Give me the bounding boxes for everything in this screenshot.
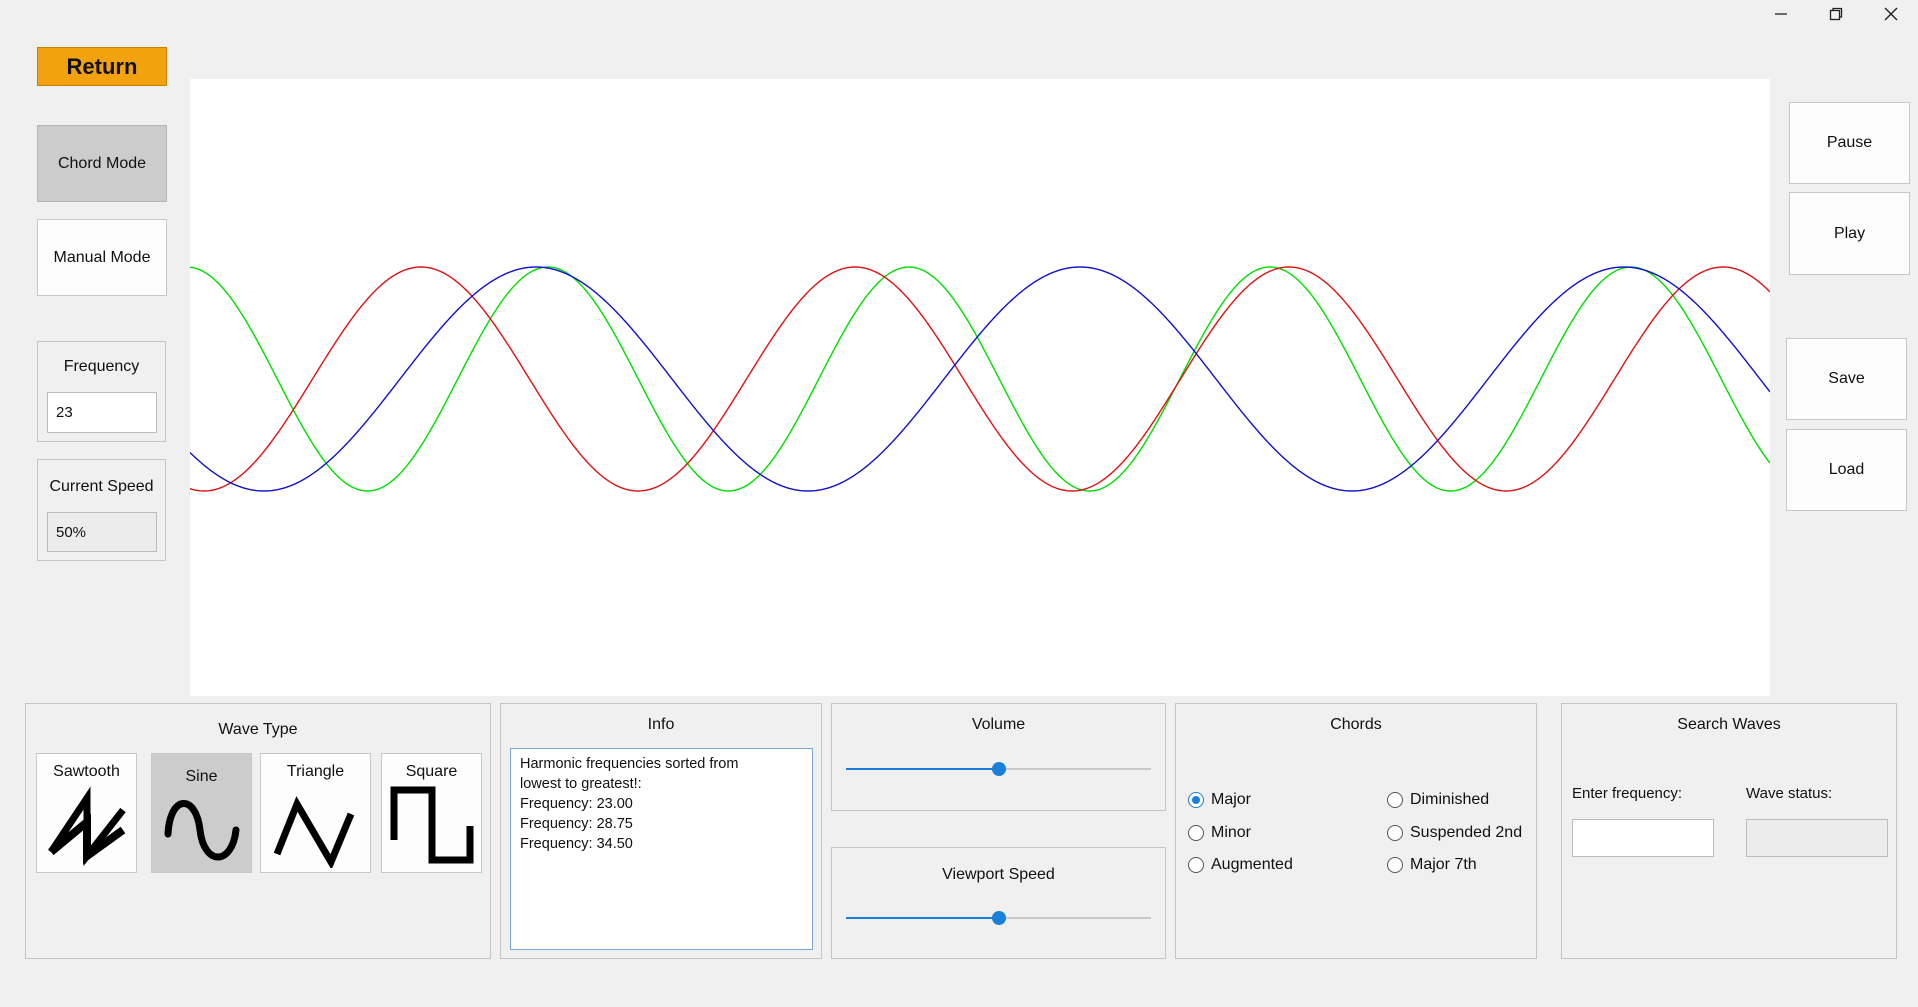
speed-value: 50% (56, 523, 87, 541)
chord-option-label: Augmented (1211, 856, 1293, 873)
info-line: Harmonic frequencies sorted from (520, 756, 739, 772)
triangle-label: Triangle (286, 763, 345, 780)
manual-mode-label: Manual Mode (53, 248, 151, 266)
info-line: Frequency: 28.75 (520, 816, 633, 832)
search-waves-title: Search Waves (1677, 716, 1781, 733)
close-icon (1884, 7, 1898, 21)
chord-option-label: Major 7th (1410, 856, 1477, 873)
chords-group: Chords Major Minor Augmented Diminished … (1175, 703, 1537, 959)
sawtooth-wave-icon (48, 786, 126, 867)
chords-title: Chords (1330, 716, 1382, 733)
speed-display: 50% (47, 512, 157, 552)
sine-tile[interactable]: Sine (151, 753, 252, 873)
viewport-speed-title: Viewport Speed (942, 866, 1055, 883)
wave-status-label: Wave status: (1746, 785, 1833, 802)
load-label: Load (1828, 461, 1865, 478)
radio-button-icon (1188, 857, 1204, 873)
load-button[interactable]: Load (1786, 429, 1907, 511)
triangle-tile[interactable]: Triangle (260, 753, 371, 873)
enter-frequency-label: Enter frequency: (1572, 785, 1683, 802)
info-line: lowest to greatest!: (520, 776, 642, 792)
chord-option-label: Minor (1211, 824, 1252, 841)
info-line: Frequency: 34.50 (520, 836, 633, 852)
frequency-input[interactable]: 23 (47, 392, 157, 433)
manual-mode-button[interactable]: Manual Mode (37, 219, 167, 296)
restore-icon (1829, 7, 1843, 21)
triangle-wave-icon (273, 796, 355, 868)
radio-button-icon (1188, 825, 1204, 841)
chord-radio-augmented[interactable]: Augmented (1188, 856, 1293, 874)
minimize-button[interactable] (1754, 0, 1808, 28)
return-button[interactable]: Return (37, 47, 167, 86)
speed-group: Current Speed 50% (37, 459, 166, 561)
search-waves-group: Search Waves Enter frequency: Wave statu… (1561, 703, 1897, 959)
frequency-value: 23 (56, 404, 73, 421)
chord-option-label: Diminished (1410, 791, 1490, 808)
save-button[interactable]: Save (1786, 338, 1907, 420)
play-label: Play (1833, 224, 1866, 242)
sine-wave-icon (164, 800, 240, 861)
square-wave-icon (390, 786, 474, 864)
viewport-speed-group: Viewport Speed (831, 847, 1166, 959)
info-line: Frequency: 23.00 (520, 796, 633, 812)
wave-series-line (189, 266, 1771, 492)
square-tile[interactable]: Square (381, 753, 482, 873)
frequency-label: Frequency (63, 358, 140, 375)
volume-title: Volume (971, 716, 1026, 733)
wave-viewport (189, 79, 1771, 696)
square-label: Square (405, 763, 458, 780)
radio-button-icon (1387, 792, 1403, 808)
viewport-speed-slider-thumb[interactable] (991, 911, 1006, 925)
enter-frequency-input[interactable] (1572, 819, 1714, 857)
wave-series-line (189, 266, 1771, 492)
chord-radio-diminished[interactable]: Diminished (1387, 791, 1489, 809)
sawtooth-tile[interactable]: Sawtooth (36, 753, 137, 873)
frequency-group: Frequency 23 (37, 341, 166, 442)
radio-button-icon (1387, 825, 1403, 841)
volume-slider-fill (846, 768, 999, 770)
speed-label: Current Speed (49, 478, 154, 495)
sine-label: Sine (185, 768, 218, 785)
chord-option-label: Suspended 2nd (1410, 824, 1523, 841)
wave-status-field (1746, 819, 1888, 857)
volume-slider-thumb[interactable] (991, 762, 1006, 776)
chord-radio-major-7th[interactable]: Major 7th (1387, 856, 1477, 874)
viewport-speed-slider-fill (846, 917, 999, 919)
info-title: Info (647, 716, 675, 733)
restore-button[interactable] (1809, 0, 1863, 28)
wave-plot (189, 266, 1771, 492)
minimize-icon (1775, 13, 1787, 15)
pause-label: Pause (1826, 134, 1873, 151)
wave-type-title: Wave Type (218, 721, 298, 738)
volume-group: Volume (831, 703, 1166, 811)
pause-button[interactable]: Pause (1789, 102, 1910, 184)
play-button[interactable]: Play (1789, 192, 1910, 275)
chord-radio-major[interactable]: Major (1188, 791, 1251, 809)
chord-mode-label: Chord Mode (57, 154, 147, 172)
chord-mode-button[interactable]: Chord Mode (37, 125, 167, 202)
close-button[interactable] (1864, 0, 1918, 28)
chord-radio-minor[interactable]: Minor (1188, 824, 1251, 842)
chord-option-label: Major (1211, 791, 1252, 808)
chord-radio-suspended-2nd[interactable]: Suspended 2nd (1387, 824, 1522, 842)
wave-series-line (189, 266, 1771, 492)
info-textbox[interactable]: Harmonic frequencies sorted from lowest … (510, 748, 813, 950)
save-label: Save (1828, 370, 1865, 387)
radio-button-icon (1387, 857, 1403, 873)
sawtooth-label: Sawtooth (53, 763, 120, 780)
radio-button-icon (1188, 792, 1204, 808)
